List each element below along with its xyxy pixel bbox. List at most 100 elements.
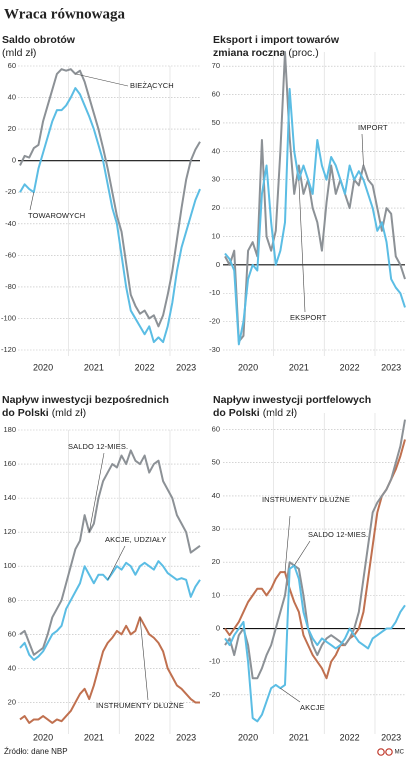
x-tick-label: 2023 bbox=[381, 362, 401, 372]
y-tick-label: 100 bbox=[3, 561, 16, 570]
panel-subtitle: zmiana roczna bbox=[213, 47, 286, 59]
series-label: INSTRUMENTY DŁUŻNE bbox=[262, 495, 350, 504]
series-label: IMPORT bbox=[358, 123, 388, 132]
y-tick-label: 20 bbox=[8, 124, 16, 133]
y-tick-label: 0 bbox=[216, 624, 220, 633]
panel-subtitle: do Polski bbox=[2, 407, 49, 419]
label-leader bbox=[107, 545, 126, 580]
y-tick-label: 40 bbox=[8, 93, 16, 102]
x-tick-label: 2022 bbox=[340, 362, 360, 372]
y-tick-label: 30 bbox=[212, 175, 220, 184]
panel: Saldo obrotów(mld zł) -120 -100 -80 -60 -40 -2… bbox=[1, 34, 201, 372]
y-tick-label: 40 bbox=[8, 663, 16, 672]
y-tick-label: 140 bbox=[3, 493, 16, 502]
label-leader bbox=[75, 73, 129, 87]
series-line bbox=[224, 87, 406, 346]
panel-unit: (mld zł) bbox=[2, 47, 36, 59]
series-line bbox=[19, 560, 201, 661]
x-tick-label: 2022 bbox=[340, 732, 360, 742]
series-line bbox=[19, 68, 201, 328]
y-tick-label: 30 bbox=[212, 524, 220, 533]
cc-icon bbox=[385, 748, 393, 756]
series-line bbox=[224, 419, 406, 680]
x-tick-label: 2022 bbox=[135, 732, 155, 742]
series-label: EKSPORT bbox=[290, 313, 327, 322]
y-tick-label: 0 bbox=[216, 260, 220, 269]
y-tick-label: 20 bbox=[212, 557, 220, 566]
series-line bbox=[224, 564, 406, 723]
y-tick-label: 160 bbox=[3, 459, 16, 468]
label-leader bbox=[284, 515, 291, 573]
y-tick-label: 60 bbox=[8, 629, 16, 638]
series-line bbox=[19, 616, 200, 724]
y-tick-label: -20 bbox=[5, 187, 16, 196]
series-line bbox=[19, 449, 201, 656]
cc-icon bbox=[377, 748, 385, 756]
x-tick-label: 2021 bbox=[289, 732, 309, 742]
source: Źródło: dane NBP bbox=[4, 747, 68, 756]
series-label: TOWAROWYCH bbox=[28, 211, 85, 220]
y-tick-label: 70 bbox=[212, 61, 220, 70]
y-tick-label: -120 bbox=[1, 345, 16, 354]
x-tick-label: 2021 bbox=[84, 732, 104, 742]
y-tick-label: 120 bbox=[3, 527, 16, 536]
y-tick-label: -40 bbox=[5, 219, 16, 228]
series-label: INSTRUMENTY DŁUŻNE bbox=[96, 701, 184, 710]
series-label: SALDO 12-MIES. bbox=[308, 530, 368, 539]
panel-title: Eksport i import towarów bbox=[213, 34, 340, 46]
y-tick-label: 20 bbox=[212, 203, 220, 212]
x-tick-label: 2020 bbox=[238, 362, 258, 372]
y-tick-label: 60 bbox=[212, 90, 220, 99]
y-tick-label: 40 bbox=[212, 146, 220, 155]
label-leader bbox=[88, 452, 105, 533]
y-tick-label: -100 bbox=[1, 313, 16, 322]
y-tick-label: -10 bbox=[209, 288, 220, 297]
panel-title: Saldo obrotów bbox=[2, 34, 76, 46]
x-tick-label: 2023 bbox=[381, 732, 401, 742]
y-tick-label: -20 bbox=[209, 317, 220, 326]
y-tick-label: -10 bbox=[209, 657, 220, 666]
y-tick-label: -20 bbox=[209, 690, 220, 699]
series-line bbox=[224, 439, 406, 680]
y-tick-label: -60 bbox=[5, 250, 16, 259]
label-leader bbox=[361, 133, 364, 166]
y-tick-label: 40 bbox=[212, 491, 220, 500]
x-tick-label: 2020 bbox=[33, 362, 53, 372]
x-tick-label: 2022 bbox=[135, 362, 155, 372]
panel-unit: (mld zł) bbox=[52, 407, 86, 419]
label-leader bbox=[29, 192, 35, 211]
y-tick-label: -30 bbox=[209, 345, 220, 354]
series-label: AKCJE, UDZIAŁY bbox=[105, 535, 166, 544]
series-line bbox=[19, 87, 201, 344]
y-tick-label: 80 bbox=[8, 595, 16, 604]
y-tick-label: 10 bbox=[212, 590, 220, 599]
credit: MC bbox=[395, 750, 405, 756]
label-leader bbox=[293, 540, 311, 566]
label-leader bbox=[280, 687, 301, 703]
y-tick-label: 10 bbox=[212, 231, 220, 240]
label-leader bbox=[298, 179, 306, 313]
y-tick-label: -80 bbox=[5, 282, 16, 291]
x-tick-label: 2021 bbox=[84, 362, 104, 372]
y-tick-label: 60 bbox=[212, 425, 220, 434]
x-tick-label: 2023 bbox=[176, 362, 196, 372]
series-label: AKCJE bbox=[300, 703, 325, 712]
series-label: BIEŻĄCYCH bbox=[130, 81, 174, 90]
panel-title: Napływ inwestycji portfelowych bbox=[213, 394, 371, 406]
series-line bbox=[224, 51, 406, 343]
page-title: Wraca równowaga bbox=[4, 6, 125, 22]
panel-unit: (proc.) bbox=[288, 47, 318, 59]
x-tick-label: 2020 bbox=[238, 732, 258, 742]
x-tick-label: 2021 bbox=[289, 362, 309, 372]
panel-subtitle: do Polski bbox=[213, 407, 260, 419]
x-tick-label: 2020 bbox=[33, 732, 53, 742]
y-tick-label: 20 bbox=[8, 697, 16, 706]
panel-title: Napływ inwestycji bezpośrednich bbox=[2, 394, 169, 406]
series-label: SALDO 12-MIES. bbox=[68, 442, 128, 451]
x-tick-label: 2023 bbox=[176, 732, 196, 742]
